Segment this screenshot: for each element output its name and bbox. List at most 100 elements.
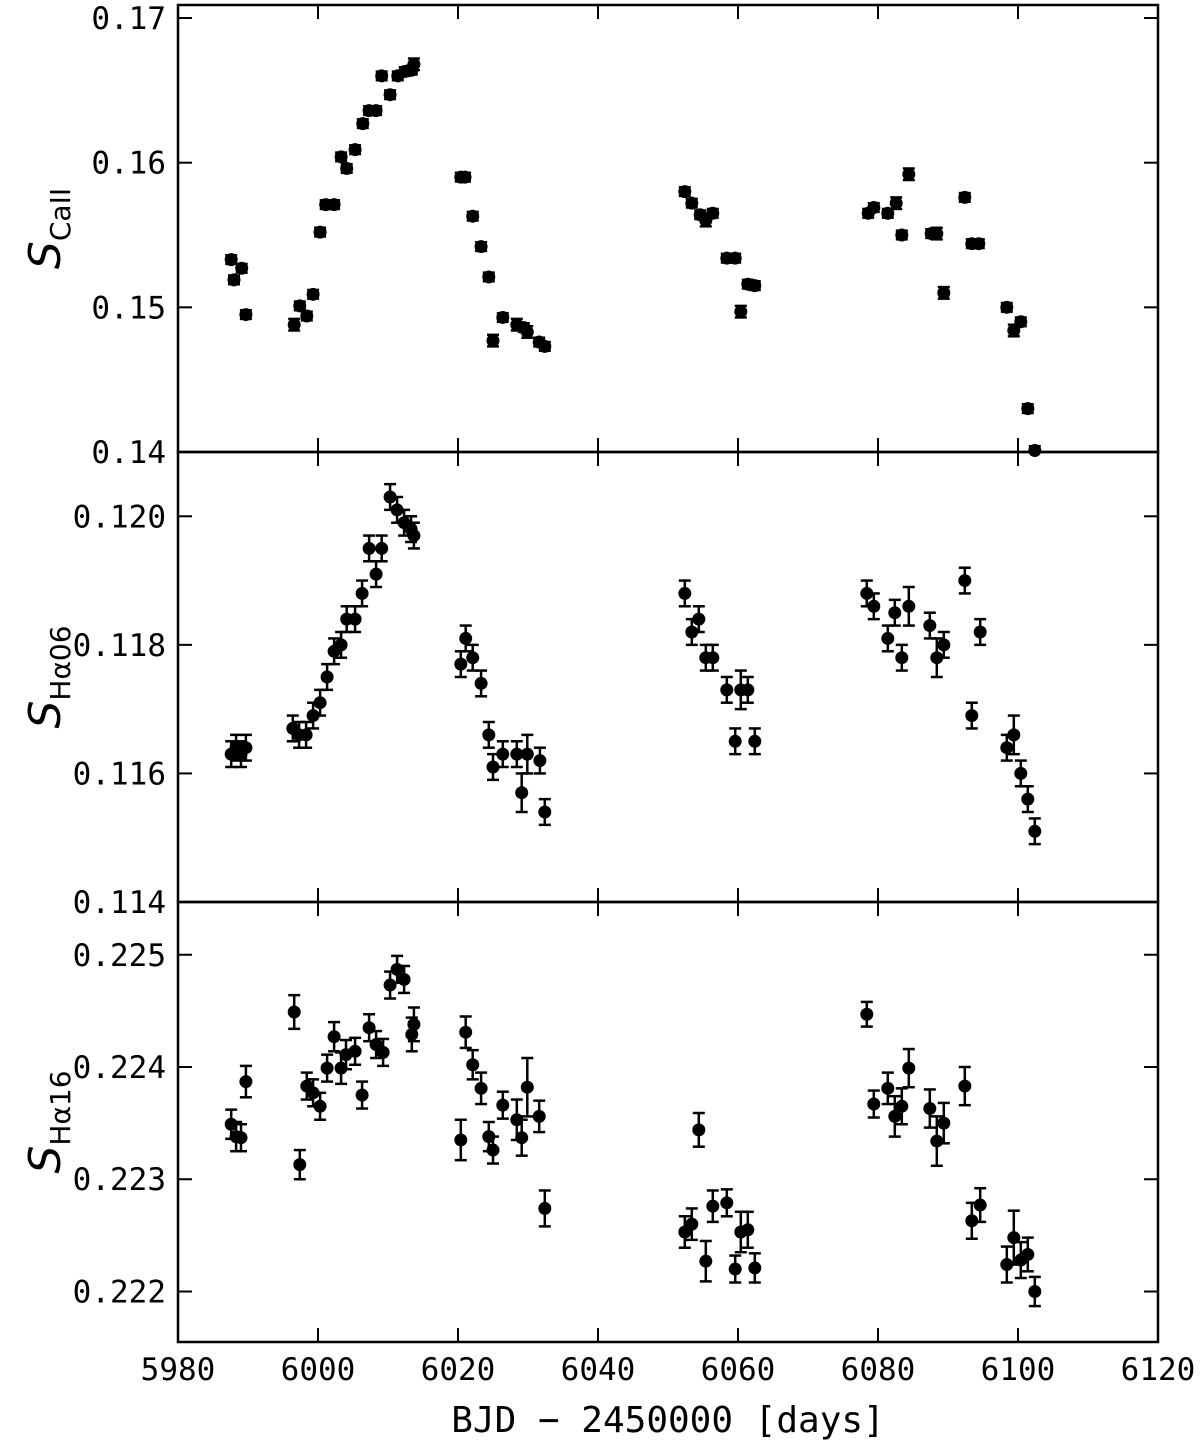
- data-point: [685, 1217, 699, 1231]
- data-point: [474, 676, 488, 690]
- data-point: [973, 625, 987, 639]
- y-label-sub: Hα16: [44, 1070, 77, 1145]
- data-point: [227, 273, 241, 287]
- data-point: [239, 308, 253, 322]
- data-point: [474, 1081, 488, 1095]
- data-point: [407, 1017, 421, 1031]
- data-point: [383, 88, 397, 102]
- data-point: [538, 339, 552, 353]
- data-point: [741, 1223, 755, 1237]
- data-point: [334, 638, 348, 652]
- data-point: [466, 1058, 480, 1072]
- y-tick-label: 0.15: [91, 290, 166, 326]
- data-point: [958, 1079, 972, 1093]
- data-point: [895, 1099, 909, 1113]
- data-point: [692, 1123, 706, 1137]
- data-point: [678, 185, 692, 199]
- data-point: [685, 625, 699, 639]
- data-point: [937, 286, 951, 300]
- data-point: [348, 612, 362, 626]
- data-point: [293, 1158, 307, 1172]
- data-point: [860, 586, 874, 600]
- data-point: [1028, 1284, 1042, 1298]
- data-point: [299, 728, 313, 742]
- y-axis-label: SHα06: [20, 625, 77, 728]
- data-point: [375, 541, 389, 555]
- data-point: [1000, 300, 1014, 314]
- data-point: [1007, 728, 1021, 742]
- data-point: [486, 1143, 500, 1157]
- data-point: [965, 1214, 979, 1228]
- data-point: [459, 631, 473, 645]
- data-point: [895, 228, 909, 242]
- y-axis-label: SCaII: [20, 188, 77, 269]
- data-point: [958, 574, 972, 588]
- y-label-main: S: [20, 1146, 71, 1174]
- y-label-sub: Hα06: [44, 625, 77, 700]
- data-point: [293, 299, 307, 313]
- data-point: [356, 117, 370, 131]
- data-point: [496, 747, 510, 761]
- data-point: [482, 270, 496, 284]
- y-label-main: S: [20, 701, 71, 729]
- data-point: [482, 728, 496, 742]
- y-tick-label: 0.114: [73, 885, 166, 921]
- data-point: [678, 586, 692, 600]
- data-point: [532, 1109, 546, 1123]
- data-point: [923, 1102, 937, 1116]
- y-tick-label: 0.14: [91, 435, 166, 471]
- data-point: [860, 1007, 874, 1021]
- data-point: [515, 786, 529, 800]
- data-point: [313, 225, 327, 239]
- data-point: [313, 1099, 327, 1113]
- data-point: [720, 683, 734, 697]
- data-point: [466, 209, 480, 223]
- data-point: [369, 104, 383, 118]
- data-point: [520, 1080, 534, 1094]
- data-point: [1028, 824, 1042, 838]
- data-point: [327, 1030, 341, 1044]
- data-point: [937, 638, 951, 652]
- y-tick-label: 0.120: [73, 499, 166, 535]
- data-point: [1000, 741, 1014, 755]
- data-point: [888, 606, 902, 620]
- data-point: [397, 972, 411, 986]
- data-point: [748, 279, 762, 293]
- data-point: [458, 170, 472, 184]
- plot-frame: [176, 900, 1160, 1344]
- data-point: [383, 978, 397, 992]
- y-axis-label: SHα16: [20, 1070, 77, 1173]
- data-point: [287, 318, 301, 332]
- data-point: [407, 57, 421, 71]
- data-point: [334, 150, 348, 164]
- y-tick-label: 0.116: [73, 756, 166, 792]
- x-tick-label: 6020: [421, 1352, 496, 1388]
- y-tick-label: 0.223: [73, 1162, 166, 1198]
- data-point: [496, 1098, 510, 1112]
- data-point: [1021, 792, 1035, 806]
- data-point: [895, 651, 909, 665]
- data-point: [362, 541, 376, 555]
- data-point: [320, 1061, 334, 1075]
- x-tick-label: 6120: [1121, 1352, 1196, 1388]
- data-point: [720, 1196, 734, 1210]
- data-point: [224, 253, 238, 267]
- y-tick-label: 0.224: [73, 1050, 166, 1086]
- x-tick-label: 6060: [701, 1352, 776, 1388]
- data-point: [748, 1261, 762, 1275]
- y-label-sub: CaII: [44, 188, 77, 241]
- data-point: [930, 1134, 944, 1148]
- data-point: [728, 251, 742, 265]
- data-point: [1021, 1247, 1035, 1261]
- data-point: [692, 612, 706, 626]
- data-point: [520, 747, 534, 761]
- data-point: [867, 599, 881, 613]
- data-point: [923, 619, 937, 633]
- data-point: [486, 760, 500, 774]
- data-point: [930, 651, 944, 665]
- data-point: [234, 1131, 248, 1145]
- data-point: [889, 196, 903, 210]
- data-point: [706, 1199, 720, 1213]
- data-point: [407, 529, 421, 543]
